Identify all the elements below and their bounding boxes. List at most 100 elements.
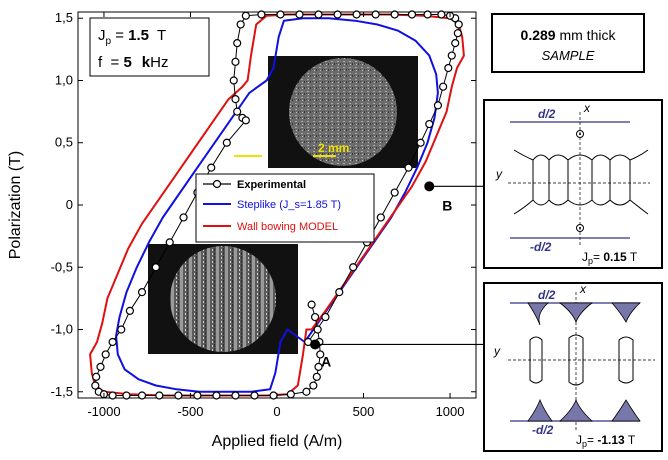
experimental-point bbox=[122, 391, 131, 400]
jp-symbol: J bbox=[98, 27, 106, 44]
x-tick-label: 0 bbox=[273, 404, 280, 419]
inset-b-jp-unit: T bbox=[627, 250, 638, 264]
jp-value: 1.5 bbox=[128, 27, 149, 44]
y-tick-label: 0,5 bbox=[55, 135, 73, 150]
experimental-point bbox=[307, 300, 316, 309]
experimental-point bbox=[313, 325, 322, 334]
inset-b-axis-y: y bbox=[495, 167, 503, 181]
f-label: f = bbox=[98, 54, 123, 71]
y-axis-ticks: -1,5 -1,0 -0,5 0 0,5 1,0 1,5 bbox=[51, 10, 476, 399]
experimental-point bbox=[437, 10, 446, 19]
experimental-point bbox=[276, 10, 285, 19]
experimental-point bbox=[376, 213, 385, 222]
experimental-point bbox=[125, 306, 135, 315]
point-markers: AB bbox=[310, 181, 484, 369]
x-axis-label: Applied field (A/m) bbox=[212, 433, 343, 450]
inset-b-jp-val: 0.15 bbox=[603, 250, 627, 264]
experimental-point bbox=[193, 391, 202, 400]
y-tick-label: -1,0 bbox=[51, 322, 73, 337]
x-tick-label: 500 bbox=[353, 404, 375, 419]
svg-text:Jp= -1.13 T: Jp= -1.13 T bbox=[576, 433, 636, 449]
experimental-point bbox=[447, 51, 456, 60]
experimental-point bbox=[433, 101, 443, 110]
experimental-point bbox=[309, 381, 318, 390]
experimental-point bbox=[137, 288, 147, 297]
inset-a-axis-y: y bbox=[493, 344, 501, 358]
point-marker-b bbox=[424, 181, 435, 192]
experimental-point bbox=[231, 95, 240, 104]
experimental-point bbox=[151, 263, 160, 272]
inset-b-axis-x: x bbox=[583, 101, 591, 115]
experimental-point bbox=[390, 188, 399, 197]
experimental-point bbox=[295, 10, 304, 19]
scale-bar-label: 2 mm bbox=[318, 141, 349, 155]
jp-unit: T bbox=[157, 27, 166, 44]
experimental-point bbox=[416, 138, 425, 147]
experimental-point bbox=[453, 29, 462, 38]
experimental-point bbox=[286, 390, 295, 399]
experimental-point bbox=[333, 10, 342, 19]
micrograph-bottom bbox=[148, 244, 298, 354]
experimental-point bbox=[302, 387, 311, 396]
experimental-point bbox=[101, 350, 110, 359]
experimental-point bbox=[207, 163, 216, 172]
inset-a-jp-sub: p bbox=[582, 439, 587, 449]
experimental-point bbox=[231, 57, 240, 66]
experimental-point bbox=[96, 362, 105, 371]
x-axis-ticks: -1000 -500 0 500 1000 bbox=[87, 12, 465, 419]
legend-model: Wall bowing MODEL bbox=[237, 221, 338, 233]
experimental-point bbox=[91, 381, 100, 390]
experimental-point bbox=[174, 391, 183, 400]
series-line-steplike bbox=[115, 17, 439, 393]
jp-subscript: p bbox=[106, 36, 112, 47]
experimental-point bbox=[407, 10, 417, 19]
experimental-point bbox=[321, 312, 330, 322]
micrograph-top: 2 mm bbox=[268, 56, 418, 168]
f-unit: Hz bbox=[150, 54, 168, 71]
y-tick-label: 1,5 bbox=[55, 10, 73, 25]
experimental-point bbox=[269, 391, 278, 400]
inset-b-jp-symbol: J bbox=[582, 250, 588, 264]
svg-text:Jp= 0.15 T: Jp= 0.15 T bbox=[582, 250, 638, 266]
experimental-point bbox=[335, 288, 344, 297]
point-label-a: A bbox=[321, 353, 331, 369]
legend: Experimental Steplike (J_s=1.85 T) Wall … bbox=[195, 173, 375, 243]
sample-label: SAMPLE bbox=[542, 48, 595, 63]
experimental-point bbox=[390, 10, 399, 19]
experimental-point bbox=[179, 213, 188, 222]
y-tick-label: 1,0 bbox=[55, 72, 73, 87]
experimental-point bbox=[371, 10, 380, 19]
legend-experimental-marker bbox=[212, 179, 222, 189]
experimental-point bbox=[236, 20, 245, 29]
legend-steplike: Steplike (J_s=1.85 T) bbox=[237, 199, 341, 211]
y-tick-label: -1,5 bbox=[51, 384, 73, 399]
experimental-point bbox=[212, 391, 221, 400]
inset-b-jp-sub: p bbox=[588, 256, 593, 266]
inset-a-axis-x: x bbox=[579, 282, 587, 296]
experimental-point bbox=[352, 10, 361, 19]
experimental-point bbox=[108, 391, 117, 400]
thickness-box: 0.289 mm thick SAMPLE bbox=[491, 13, 645, 73]
inset-b: d/2 -d/2 x y Jp= 0.15 T bbox=[483, 99, 663, 269]
experimental-point bbox=[310, 312, 320, 322]
legend-experimental: Experimental bbox=[237, 179, 306, 191]
parameter-box: Jp = 1.5 T f = 5 kHz bbox=[89, 17, 210, 77]
thickness-unit: mm thick bbox=[556, 27, 617, 43]
inset-b-jp-eq: = bbox=[593, 250, 603, 264]
experimental-point bbox=[108, 337, 117, 347]
experimental-point bbox=[229, 76, 238, 85]
inset-a-jp-symbol: J bbox=[576, 433, 582, 447]
inset-a-d-top: d/2 bbox=[538, 288, 556, 302]
experimental-point bbox=[423, 10, 432, 19]
experimental-point bbox=[425, 119, 434, 129]
experimental-point bbox=[233, 39, 242, 48]
experimental-point bbox=[314, 362, 323, 371]
experimental-point bbox=[165, 238, 174, 247]
experimental-point bbox=[233, 107, 242, 116]
experimental-point bbox=[314, 10, 323, 19]
experimental-point bbox=[451, 39, 460, 48]
experimental-point bbox=[155, 391, 164, 400]
svg-text:Jp = 1.5T: Jp = 1.5 T bbox=[98, 27, 166, 47]
experimental-point bbox=[349, 263, 358, 272]
